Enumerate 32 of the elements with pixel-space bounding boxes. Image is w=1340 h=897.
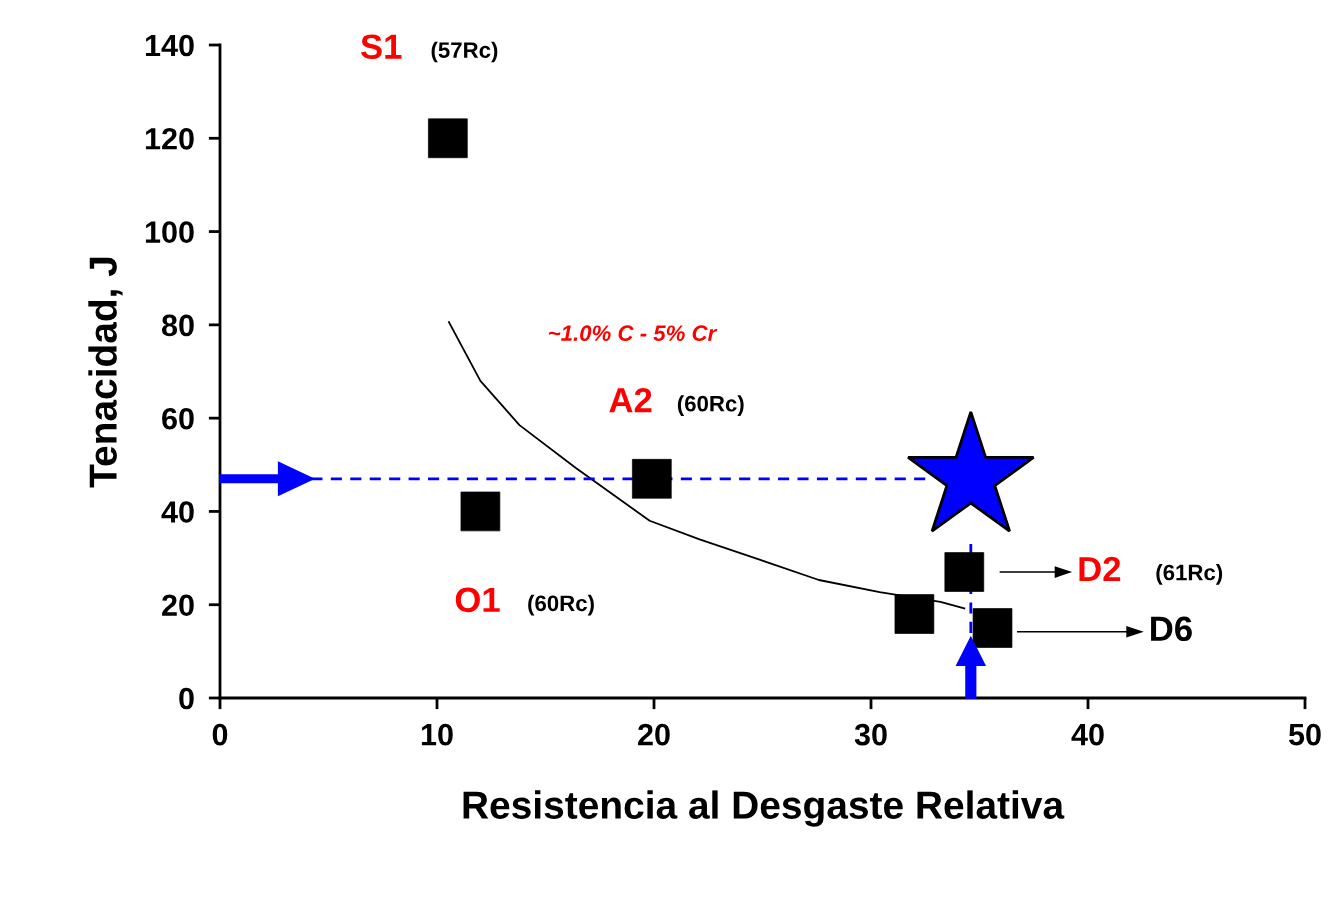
y-tick-label: 120	[145, 128, 194, 150]
y-tick-label: 0	[179, 687, 194, 710]
annotation: (61Rc)	[1156, 564, 1223, 585]
annotation: (60Rc)	[677, 395, 744, 416]
annotation: D6	[1151, 616, 1192, 642]
y-tick-label: 140	[145, 34, 194, 57]
y-tick-label: 20	[162, 594, 194, 617]
y-tick-label: 80	[161, 314, 194, 337]
point	[460, 491, 501, 532]
x-tick-label: 0	[212, 723, 228, 746]
point	[972, 608, 1013, 648]
x-tick-label: 30	[854, 723, 887, 746]
annotation: A2	[609, 387, 652, 413]
annotation: ~1.0% C - 5% Cr	[548, 325, 718, 342]
point	[944, 552, 985, 592]
x-tick-label: 20	[638, 723, 670, 746]
y-tick-label: 40	[161, 501, 194, 523]
x-axis-title: Resistencia al Desgaste Relativa	[463, 790, 1065, 827]
x-tick-label: 10	[421, 723, 453, 746]
y-axis-title: Tenacidad, J	[88, 257, 123, 488]
point	[632, 458, 672, 499]
x-tick-label: 40	[1071, 723, 1104, 746]
annotation: O1	[455, 587, 500, 613]
y-tick-label: 100	[145, 221, 194, 243]
point	[428, 118, 468, 159]
annotation: D2	[1079, 556, 1121, 582]
point	[894, 594, 935, 634]
x-tick-label: 50	[1288, 723, 1321, 746]
annotation: (57Rc)	[431, 41, 498, 63]
annotation: S1	[360, 34, 402, 59]
y-tick-label: 60	[162, 407, 194, 430]
annotation: (60Rc)	[528, 594, 594, 616]
